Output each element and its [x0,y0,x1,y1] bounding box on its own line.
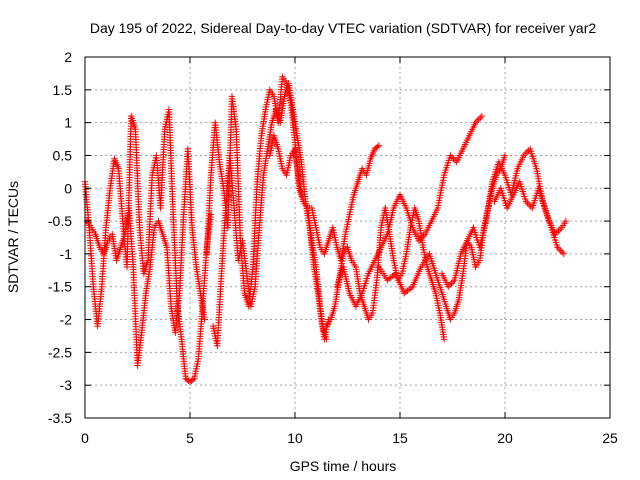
y-tick-label: -3.5 [48,410,72,426]
x-tick-label: 15 [392,430,408,446]
data-point [523,148,531,156]
data-point [562,217,570,225]
ticks: 0 5 10 15 20 25 -3.5 -3 -2.5 -2 -1.5 -1 -0.5 0 0.5 1 1.5… [48,49,618,446]
data-point [323,336,330,343]
y-tick-label: -1.5 [48,279,72,295]
plot-frame [84,56,611,419]
y-tick-label: 2 [64,49,72,65]
data-point [440,336,448,343]
data-point [201,316,208,323]
data-point [555,227,562,235]
y-tick-label: -2 [60,312,73,328]
data-point [477,114,484,121]
data-points [81,73,570,386]
x-tick-label: 0 [81,430,89,446]
x-tick-label: 10 [287,430,303,446]
x-tick-label: 20 [497,430,513,446]
data-point [448,280,455,287]
data-point [375,142,383,149]
series-track-4 [209,80,330,349]
data-point [450,155,457,162]
series-track-7 [333,112,486,310]
x-tick-label: 25 [602,430,618,446]
data-point [374,143,381,150]
x-axis-title: GPS time / hours [290,458,397,474]
y-tick-label: 1.5 [53,82,73,98]
data-point [525,201,533,208]
y-tick-label: -0.5 [48,213,72,229]
series-track-10 [491,178,567,258]
data-point [557,247,564,254]
data-point [478,112,486,120]
chart-title: Day 195 of 2022, Sidereal Day-to-day VTE… [90,20,596,36]
y-tick-label: 0 [64,180,72,196]
y-tick-label: 1 [64,115,72,131]
y-tick-label: -3 [60,377,73,393]
data-point [556,226,564,233]
series-track-5 [266,132,383,264]
data-point [501,152,509,159]
y-axis-title: SDTVAR / TECUs [5,181,21,293]
y-tick-label: 0.5 [53,147,73,163]
x-tick-label: 5 [186,430,194,446]
data-point [560,250,567,258]
data-point [475,116,482,123]
series-track-2 [83,145,208,369]
y-tick-label: -1 [60,246,73,262]
data-point [189,376,196,383]
data-point [559,249,566,256]
y-tick-label: -2.5 [48,344,72,360]
